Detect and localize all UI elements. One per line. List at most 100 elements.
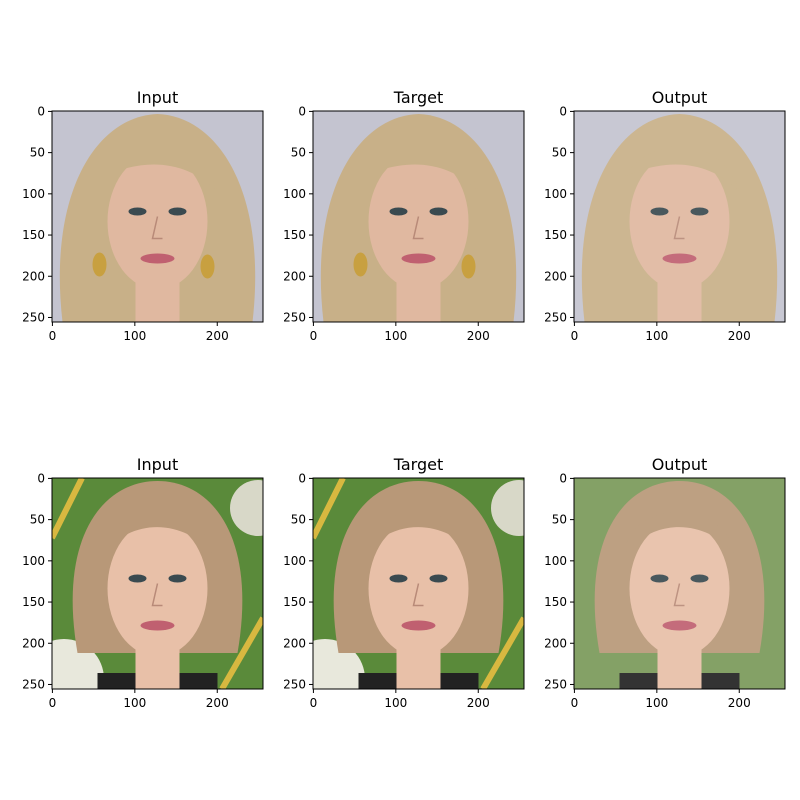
- hair-fringe: [363, 146, 479, 192]
- x-tick-label: 100: [123, 329, 146, 343]
- panel-output-row1: Output 0 100 200 0 50 100 150 200 250: [544, 88, 786, 343]
- y-tick-label: 150: [283, 595, 306, 609]
- y-tick-label: 200: [544, 636, 567, 650]
- y-tick-label: 250: [544, 677, 567, 691]
- eye: [690, 207, 709, 216]
- panel-title: Target: [393, 455, 444, 474]
- y-tick-label: 150: [544, 228, 567, 242]
- face: [368, 520, 469, 657]
- y-tick-label: 50: [291, 513, 306, 527]
- axes-frame: [573, 110, 786, 323]
- y-tick-label: 250: [283, 677, 306, 691]
- axes-frame: [312, 110, 525, 323]
- x-tick-label: 0: [310, 329, 318, 343]
- backdrop-pattern: [52, 478, 263, 689]
- y-tick-label: 50: [552, 146, 567, 160]
- eye: [650, 574, 669, 583]
- eye: [650, 207, 669, 216]
- y-tick-label: 0: [559, 104, 567, 118]
- x-tick-label: 0: [571, 329, 579, 343]
- axes-frame: [573, 477, 786, 690]
- x-tick-label: 100: [384, 329, 407, 343]
- lips: [662, 620, 697, 631]
- x-tick-label: 200: [728, 696, 751, 710]
- y-tick-label: 150: [283, 228, 306, 242]
- eye: [429, 207, 448, 216]
- y-tick-label: 50: [30, 513, 45, 527]
- x-tick-label: 100: [645, 329, 668, 343]
- y-tick-label: 50: [291, 146, 306, 160]
- panel-target-row2: Target 0 100 200 0 50 100 150 200 250: [283, 455, 525, 710]
- y-tick-label: 0: [298, 104, 306, 118]
- eye: [128, 207, 147, 216]
- nose: [673, 216, 685, 240]
- panel-output-row2: Output 0 100 200 0 50 100 150 200 250: [544, 455, 786, 710]
- panel-input-row1: Input 0 100 200 0 50 100 150 200 250: [22, 88, 264, 343]
- axes-frame: [312, 477, 525, 690]
- earring: [92, 252, 107, 277]
- y-tick-label: 100: [22, 187, 45, 201]
- eye: [429, 574, 448, 583]
- x-tick-label: 0: [310, 696, 318, 710]
- face: [629, 520, 730, 657]
- y-tick-label: 150: [22, 595, 45, 609]
- panel-target-row1: Target 0 100 200 0 50 100 150 200 250: [283, 88, 525, 343]
- y-tick-label: 50: [30, 146, 45, 160]
- y-tick-label: 150: [22, 228, 45, 242]
- earring: [200, 254, 215, 279]
- axes-frame: [51, 477, 264, 690]
- y-tick-label: 200: [22, 636, 45, 650]
- y-tick-label: 50: [552, 513, 567, 527]
- nose: [151, 583, 163, 607]
- y-tick-label: 0: [298, 471, 306, 485]
- hair-fringe: [102, 512, 213, 554]
- x-tick-label: 200: [206, 329, 229, 343]
- y-tick-label: 0: [559, 471, 567, 485]
- y-tick-label: 200: [283, 269, 306, 283]
- lips: [140, 620, 175, 631]
- y-tick-label: 200: [544, 269, 567, 283]
- x-tick-label: 100: [645, 696, 668, 710]
- y-tick-label: 0: [37, 471, 45, 485]
- eye: [128, 574, 147, 583]
- panel-title: Output: [652, 455, 708, 474]
- panel-input-row2: Input 0 100 200 0 50 100 150 200 250: [22, 455, 264, 710]
- panel-title: Output: [652, 88, 708, 107]
- x-tick-label: 0: [571, 696, 579, 710]
- x-tick-label: 100: [384, 696, 407, 710]
- lips: [662, 253, 697, 264]
- lips: [140, 253, 175, 264]
- backdrop-disc: [230, 480, 263, 536]
- face: [629, 153, 730, 290]
- hair-fringe: [624, 512, 735, 554]
- y-tick-label: 250: [22, 310, 45, 324]
- eye: [168, 574, 187, 583]
- nose: [412, 216, 424, 240]
- x-tick-label: 200: [467, 329, 490, 343]
- y-tick-label: 200: [283, 636, 306, 650]
- hair-fringe: [363, 512, 474, 554]
- y-tick-label: 250: [544, 310, 567, 324]
- panel-title: Target: [393, 88, 444, 107]
- earring: [461, 254, 476, 279]
- face: [368, 153, 469, 290]
- x-tick-label: 0: [49, 696, 57, 710]
- lips: [401, 620, 436, 631]
- y-tick-label: 0: [37, 104, 45, 118]
- lips: [401, 253, 436, 264]
- panel-title: Input: [137, 88, 178, 107]
- backdrop-disc: [491, 480, 524, 536]
- y-tick-label: 100: [22, 554, 45, 568]
- hair-fringe: [624, 146, 740, 192]
- face: [107, 153, 208, 290]
- y-tick-label: 100: [283, 187, 306, 201]
- x-tick-label: 100: [123, 696, 146, 710]
- y-tick-label: 100: [544, 187, 567, 201]
- y-tick-label: 250: [22, 677, 45, 691]
- nose: [412, 583, 424, 607]
- nose: [673, 583, 685, 607]
- y-tick-label: 150: [544, 595, 567, 609]
- x-tick-label: 200: [728, 329, 751, 343]
- earring: [353, 252, 368, 277]
